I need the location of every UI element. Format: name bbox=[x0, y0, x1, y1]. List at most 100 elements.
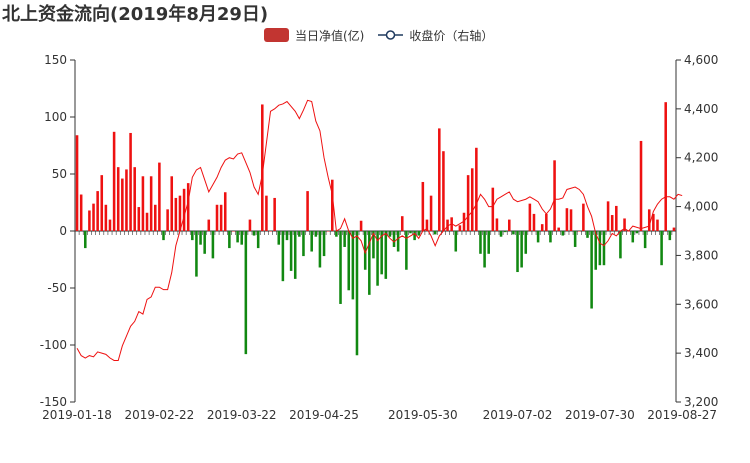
bar-mark bbox=[553, 160, 556, 231]
right-y-tick-label: 3,600 bbox=[684, 297, 718, 311]
bar-mark bbox=[635, 231, 639, 234]
bar-mark bbox=[495, 218, 499, 231]
left-y-tick-label: -100 bbox=[40, 338, 67, 352]
x-tick-label: 2019-02-22 bbox=[125, 408, 195, 422]
bar-mark bbox=[602, 231, 606, 266]
legend-label-close-price: 收盘价（右轴） bbox=[409, 28, 494, 43]
bar-mark bbox=[520, 231, 523, 268]
legend-item-close-price[interactable]: 收盘价（右轴） bbox=[378, 27, 493, 44]
right-y-tick-label: 3,800 bbox=[684, 248, 718, 262]
bar-swatch-icon bbox=[264, 28, 289, 42]
bar-mark bbox=[549, 231, 552, 243]
bar-mark bbox=[145, 212, 149, 231]
bar-mark bbox=[219, 204, 223, 231]
bar-mark bbox=[623, 218, 626, 231]
x-tick-label: 2019-05-30 bbox=[388, 408, 458, 422]
bar-mark bbox=[228, 231, 231, 249]
bar-mark bbox=[396, 231, 400, 252]
chart-legend[interactable]: 当日净值(亿) 收盘价（右轴） bbox=[264, 25, 507, 45]
bar-mark bbox=[199, 231, 202, 245]
bar-mark bbox=[532, 213, 536, 231]
line-layer bbox=[76, 99, 683, 361]
legend-label-net-flow: 当日净值(亿) bbox=[295, 28, 365, 43]
right-y-tick-label: 4,400 bbox=[684, 102, 718, 116]
bar-mark bbox=[186, 183, 190, 231]
bar-mark bbox=[586, 231, 589, 238]
bar-mark bbox=[475, 147, 478, 231]
bar-mark bbox=[516, 231, 519, 273]
bar-mark bbox=[458, 225, 462, 231]
bar-mark bbox=[88, 210, 91, 231]
bar-mark bbox=[479, 231, 482, 254]
bar-mark bbox=[442, 151, 445, 231]
bar-mark bbox=[281, 231, 285, 282]
bar-mark bbox=[508, 219, 511, 231]
bar-mark bbox=[232, 231, 235, 232]
bar-mark bbox=[248, 219, 252, 231]
bar-mark bbox=[129, 132, 132, 231]
bar-mark bbox=[388, 231, 392, 237]
bar-mark bbox=[606, 201, 610, 231]
bar-mark bbox=[409, 231, 412, 234]
bar-mark bbox=[433, 231, 437, 235]
bar-mark bbox=[166, 209, 169, 231]
bar-mark bbox=[133, 167, 136, 231]
bar-mark bbox=[335, 231, 338, 237]
bar-mark bbox=[573, 231, 577, 247]
legend-item-net-flow[interactable]: 当日净值(亿) bbox=[264, 27, 364, 44]
x-tick-label: 2019-03-22 bbox=[207, 408, 277, 422]
bar-mark bbox=[125, 169, 128, 231]
bar-mark bbox=[289, 231, 293, 271]
bar-mark bbox=[425, 219, 429, 231]
bar-mark bbox=[347, 231, 351, 291]
left-y-tick-label: 150 bbox=[44, 53, 67, 67]
bar-mark bbox=[656, 219, 659, 231]
x-tick-label: 2019-07-02 bbox=[483, 408, 553, 422]
bar-mark bbox=[191, 231, 194, 241]
bar-mark bbox=[429, 195, 433, 231]
bar-mark bbox=[446, 219, 449, 231]
bar-mark bbox=[569, 209, 573, 231]
bar-mark bbox=[112, 131, 116, 231]
bar-mark bbox=[339, 231, 342, 304]
labels-layer: -150 -100 -50 0 50 100 150 3,200 3,400 3,600 3,800… bbox=[40, 53, 719, 422]
bar-mark bbox=[104, 204, 108, 231]
bar-mark bbox=[668, 231, 672, 241]
bar-mark bbox=[195, 231, 198, 277]
bar-mark bbox=[137, 207, 141, 231]
bar-mark bbox=[487, 231, 490, 254]
bar-mark bbox=[100, 175, 104, 231]
bar-mark bbox=[380, 231, 383, 275]
bar-mark bbox=[421, 181, 425, 231]
bar-mark bbox=[664, 102, 667, 232]
bar-mark bbox=[363, 231, 367, 270]
bar-mark bbox=[108, 219, 112, 231]
bar-mark bbox=[302, 231, 305, 257]
bar-mark bbox=[244, 231, 248, 355]
bar-mark bbox=[528, 203, 532, 231]
bar-mark bbox=[116, 167, 120, 231]
bars-layer bbox=[75, 102, 676, 356]
bar-mark bbox=[619, 231, 622, 259]
bar-mark bbox=[149, 176, 153, 231]
bar-mark bbox=[643, 231, 647, 249]
bar-mark bbox=[577, 231, 581, 232]
bar-mark bbox=[207, 219, 211, 231]
x-tick-label: 2019-04-25 bbox=[289, 408, 359, 422]
bar-mark bbox=[610, 215, 614, 231]
bar-mark bbox=[269, 231, 272, 232]
bar-mark bbox=[660, 231, 663, 266]
bar-mark bbox=[79, 194, 83, 231]
bar-mark bbox=[405, 231, 408, 270]
bar-mark bbox=[355, 231, 359, 356]
bar-mark bbox=[384, 231, 388, 279]
bar-mark bbox=[298, 231, 301, 237]
bar-mark bbox=[240, 231, 243, 245]
bar-mark bbox=[215, 204, 219, 231]
bar-mark bbox=[561, 231, 565, 236]
bar-mark bbox=[261, 104, 264, 231]
bar-mark bbox=[536, 231, 540, 243]
bar-mark bbox=[462, 212, 466, 231]
bar-mark bbox=[265, 195, 268, 231]
bar-mark bbox=[491, 187, 495, 231]
